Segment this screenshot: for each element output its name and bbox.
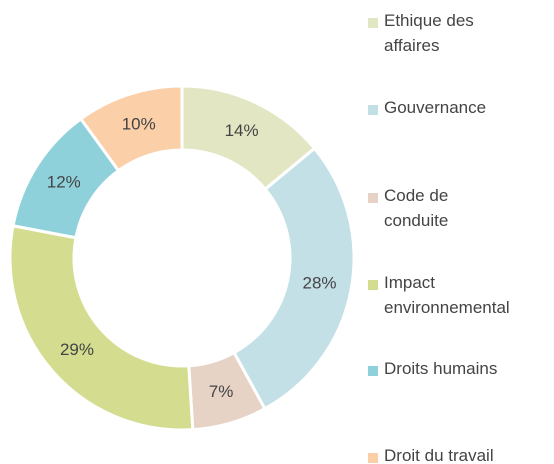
legend-swatch xyxy=(368,453,378,463)
data-label: 29% xyxy=(60,340,94,359)
legend-item: Droits humains xyxy=(368,359,554,381)
legend-label: Code de conduite xyxy=(384,186,449,230)
data-label: 7% xyxy=(209,382,234,401)
legend-swatch xyxy=(368,366,378,376)
legend-item: Gouvernance xyxy=(368,98,554,120)
legend-swatch xyxy=(368,280,378,290)
data-label: 12% xyxy=(47,172,81,191)
legend-item: Droit du travail xyxy=(368,446,554,464)
legend-swatch xyxy=(368,193,378,203)
donut-slice xyxy=(8,224,195,432)
legend-label: Droits humains xyxy=(384,359,498,378)
legend-label: Droit du travail xyxy=(384,446,494,464)
data-label: 10% xyxy=(122,114,156,133)
data-label: 14% xyxy=(225,121,259,140)
legend-label: Ethique des affaires xyxy=(384,11,474,55)
donut-slice xyxy=(231,146,356,411)
legend-swatch xyxy=(368,105,378,115)
legend-swatch xyxy=(368,18,378,28)
legend-item: Impact environnemental xyxy=(368,273,554,320)
legend-item: Code de conduite xyxy=(368,186,554,233)
data-label: 28% xyxy=(303,274,337,293)
donut-slice xyxy=(78,84,184,173)
legend-label: Gouvernance xyxy=(384,98,487,117)
legend-item: Ethique des affaires xyxy=(368,11,554,58)
legend-label: Impact environnemental xyxy=(384,273,510,317)
